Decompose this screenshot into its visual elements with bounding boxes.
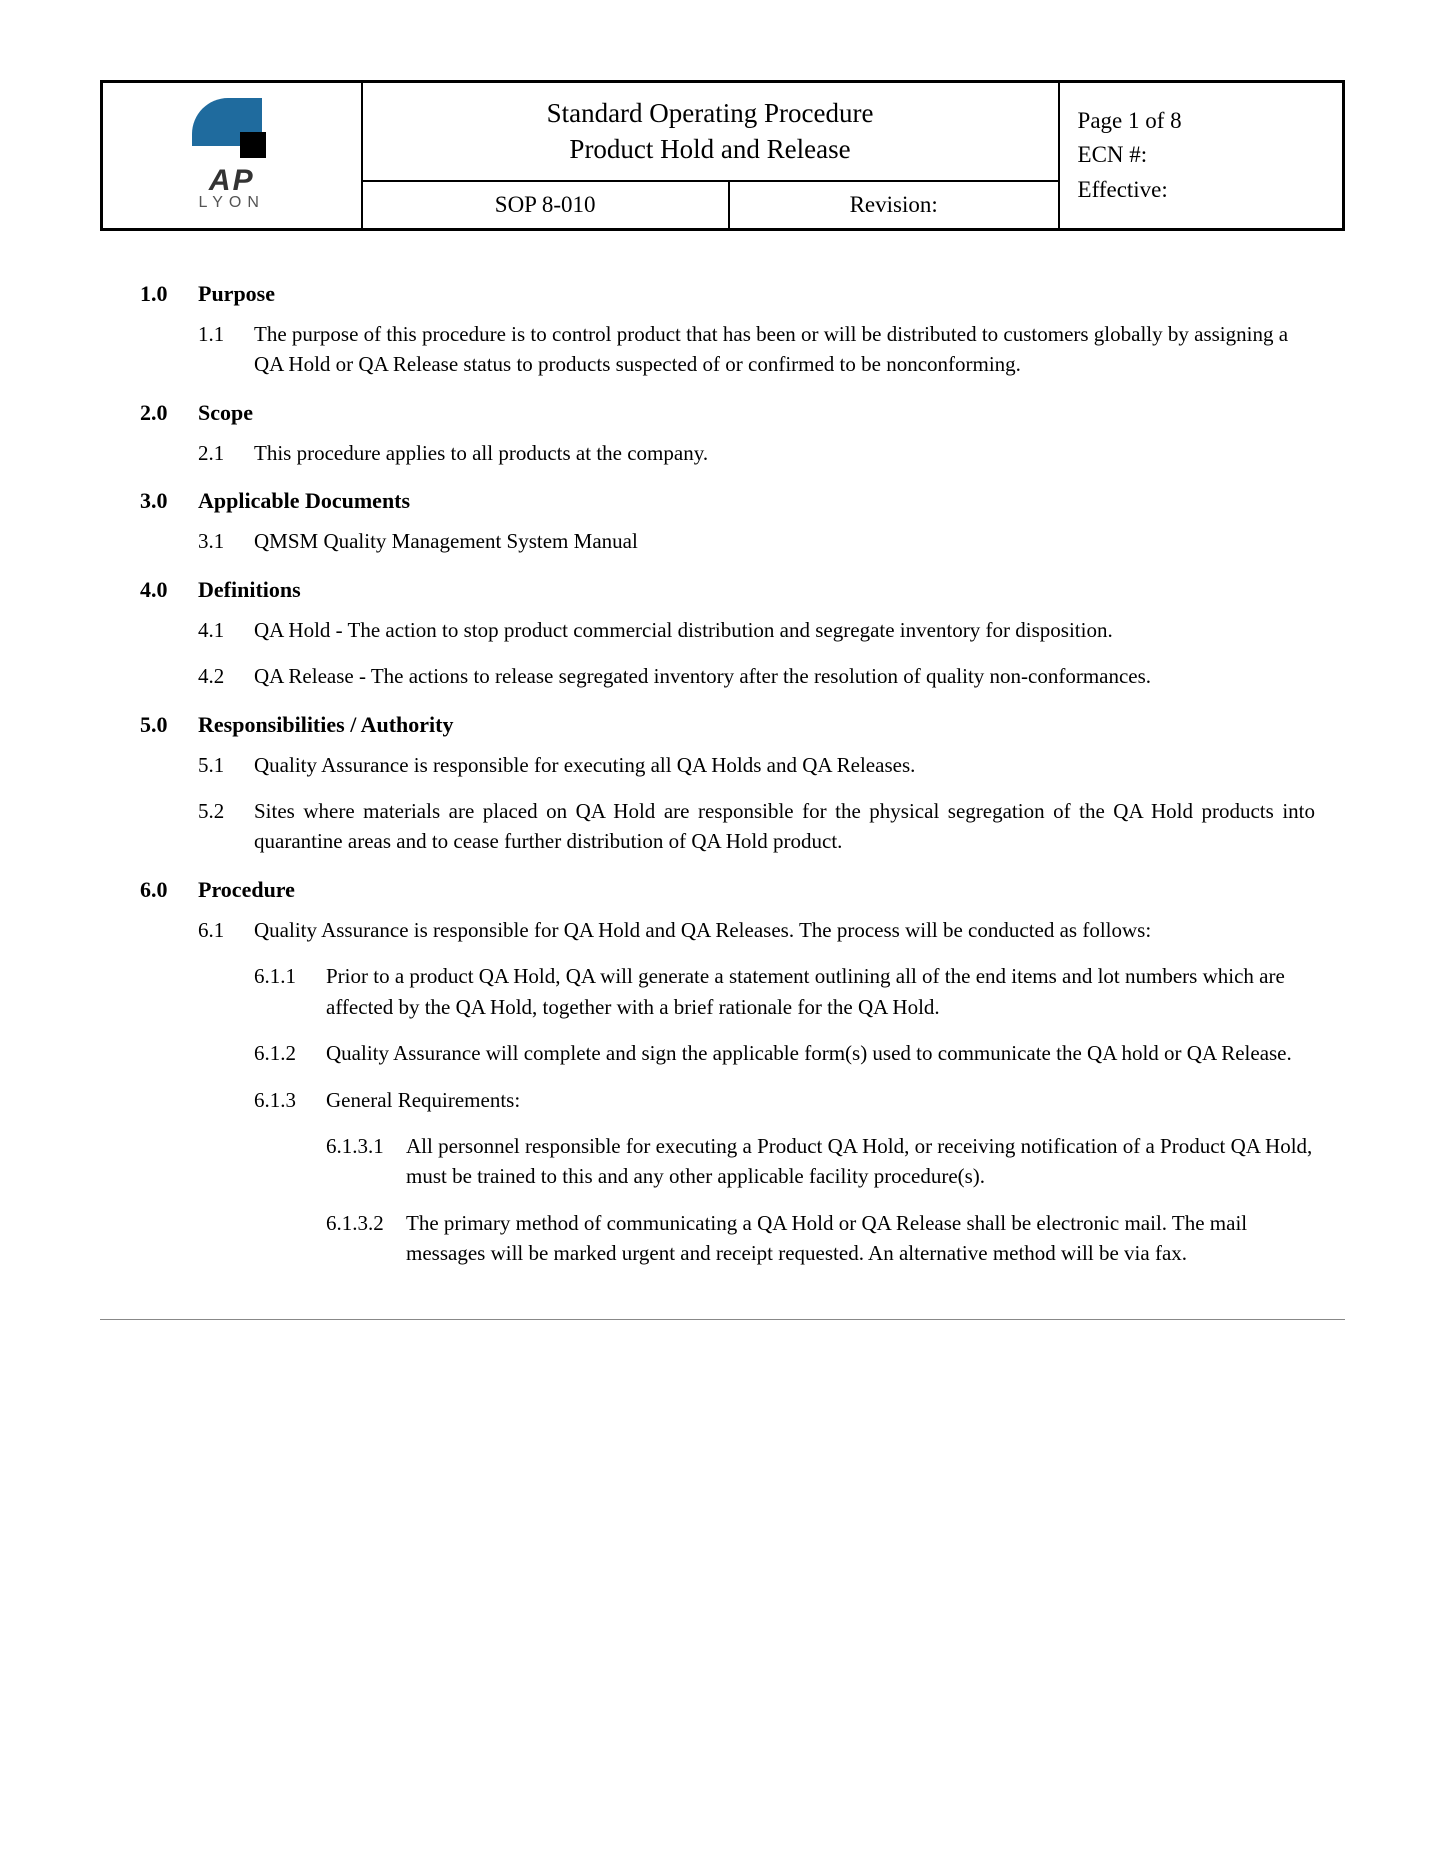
subsubitem-number: 6.1.3.2 bbox=[326, 1211, 406, 1236]
item-number: 4.2 bbox=[198, 664, 254, 689]
item-number: 5.1 bbox=[198, 753, 254, 778]
item-number: 6.1 bbox=[198, 918, 254, 943]
section-applicable-docs: 3.0 Applicable Documents 3.1 QMSM Qualit… bbox=[140, 488, 1315, 556]
item-number: 4.1 bbox=[198, 618, 254, 643]
subitem-number: 6.1.3 bbox=[254, 1088, 326, 1113]
section-number: 5.0 bbox=[140, 712, 198, 738]
subitem-text: Prior to a product QA Hold, QA will gene… bbox=[326, 961, 1315, 1022]
item-text: QA Hold - The action to stop product com… bbox=[254, 615, 1315, 645]
sop-number: SOP 8-010 bbox=[362, 181, 729, 230]
section-title: Responsibilities / Authority bbox=[198, 712, 453, 738]
item-number: 2.1 bbox=[198, 441, 254, 466]
section-title: Purpose bbox=[198, 281, 275, 307]
logo-text-lyon: LYON bbox=[192, 194, 272, 212]
section-responsibilities: 5.0 Responsibilities / Authority 5.1 Qua… bbox=[140, 712, 1315, 857]
item-number: 5.2 bbox=[198, 799, 254, 824]
logo-text-ap: AP bbox=[192, 164, 272, 198]
item-text: QA Release - The actions to release segr… bbox=[254, 661, 1315, 691]
section-scope: 2.0 Scope 2.1 This procedure applies to … bbox=[140, 400, 1315, 468]
section-number: 3.0 bbox=[140, 488, 198, 514]
section-title: Applicable Documents bbox=[198, 488, 410, 514]
item-text: Sites where materials are placed on QA H… bbox=[254, 796, 1315, 857]
section-number: 6.0 bbox=[140, 877, 198, 903]
doc-title-line1: Standard Operating Procedure bbox=[373, 95, 1048, 131]
section-number: 1.0 bbox=[140, 281, 198, 307]
section-purpose: 1.0 Purpose 1.1 The purpose of this proc… bbox=[140, 281, 1315, 380]
section-title: Scope bbox=[198, 400, 253, 426]
logo-cell: AP LYON bbox=[102, 82, 362, 230]
revision-label: Revision: bbox=[729, 181, 1059, 230]
section-title: Procedure bbox=[198, 877, 295, 903]
doc-header-table: AP LYON Standard Operating Procedure Pro… bbox=[100, 80, 1345, 231]
page-number: Page 1 of 8 bbox=[1078, 104, 1324, 139]
subitem-number: 6.1.2 bbox=[254, 1041, 326, 1066]
item-text: The purpose of this procedure is to cont… bbox=[254, 319, 1315, 380]
doc-title-line2: Product Hold and Release bbox=[373, 131, 1048, 167]
effective-date: Effective: bbox=[1078, 173, 1324, 208]
section-number: 4.0 bbox=[140, 577, 198, 603]
section-title: Definitions bbox=[198, 577, 301, 603]
item-text: This procedure applies to all products a… bbox=[254, 438, 1315, 468]
section-procedure: 6.0 Procedure 6.1 Quality Assurance is r… bbox=[140, 877, 1315, 1269]
doc-meta-cell: Page 1 of 8 ECN #: Effective: bbox=[1059, 82, 1344, 230]
subitem-text: Quality Assurance will complete and sign… bbox=[326, 1038, 1315, 1068]
document-body: 1.0 Purpose 1.1 The purpose of this proc… bbox=[100, 281, 1345, 1269]
subsubitem-number: 6.1.3.1 bbox=[326, 1134, 406, 1159]
item-text: Quality Assurance is responsible for exe… bbox=[254, 750, 1315, 780]
footer-rule bbox=[100, 1319, 1345, 1320]
item-text: QMSM Quality Management System Manual bbox=[254, 526, 1315, 556]
logo-mark-icon bbox=[192, 98, 272, 158]
subitem-text: General Requirements: bbox=[326, 1085, 1315, 1115]
doc-title-cell: Standard Operating Procedure Product Hol… bbox=[362, 82, 1059, 181]
subsubitem-text: The primary method of communicating a QA… bbox=[406, 1208, 1315, 1269]
subsubitem-text: All personnel responsible for executing … bbox=[406, 1131, 1315, 1192]
item-number: 1.1 bbox=[198, 322, 254, 347]
company-logo: AP LYON bbox=[192, 98, 272, 212]
ecn-number: ECN #: bbox=[1078, 138, 1324, 173]
item-number: 3.1 bbox=[198, 529, 254, 554]
section-number: 2.0 bbox=[140, 400, 198, 426]
section-definitions: 4.0 Definitions 4.1 QA Hold - The action… bbox=[140, 577, 1315, 692]
item-text: Quality Assurance is responsible for QA … bbox=[254, 915, 1315, 945]
subitem-number: 6.1.1 bbox=[254, 964, 326, 989]
